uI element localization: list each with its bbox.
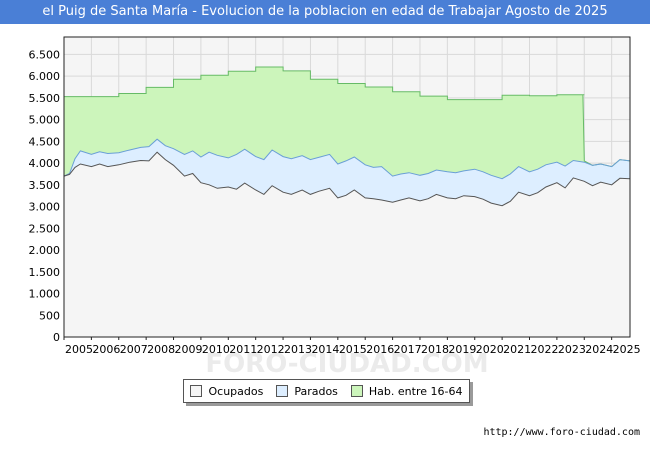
legend-swatch-ocupados — [190, 385, 203, 397]
y-tick-label: 2.500 — [29, 222, 61, 235]
watermark: FORO-CIUDAD.COM — [205, 349, 488, 379]
source-credit: http://www.foro-ciudad.com — [483, 427, 640, 438]
series-lines — [63, 66, 631, 207]
legend-item-parados: Parados — [276, 385, 338, 398]
legend-item-hab: Hab. entre 16-64 — [350, 384, 463, 398]
x-tick-label: 2020 — [476, 343, 504, 356]
x-tick-label: 2025 — [613, 343, 641, 356]
y-tick-label: 4.000 — [29, 157, 61, 170]
x-tick-label: 2012 — [257, 343, 285, 356]
x-tick-label: 2009 — [175, 343, 203, 356]
legend-label-parados: Parados — [294, 384, 338, 398]
legend-item-ocupados: Ocupados — [190, 385, 263, 398]
x-tick-label: 2008 — [147, 343, 175, 356]
x-tick-label: 2016 — [366, 343, 394, 356]
y-tick-label: 2.000 — [29, 244, 61, 257]
x-tick-label: 2022 — [531, 343, 559, 356]
plot-border — [63, 36, 631, 338]
y-tick-label: 5.500 — [29, 92, 61, 105]
x-tick-label: 2014 — [311, 343, 339, 356]
chart-title: el Puig de Santa María - Evolucion de la… — [0, 0, 650, 24]
x-tick-label: 2013 — [284, 343, 312, 356]
x-tick-label: 2018 — [421, 343, 449, 356]
x-tick-label: 2017 — [394, 343, 422, 356]
y-tick-label: 4.500 — [29, 135, 61, 148]
series-areas — [64, 67, 630, 337]
legend-label-ocupados: Ocupados — [208, 384, 264, 398]
legend-swatch-hab — [350, 385, 363, 397]
x-axis-ticks: 2005 2006 2007 2008 2009 2010 2011 2012 2013 2014… — [63, 337, 641, 356]
y-tick-label: 0 — [53, 331, 60, 344]
x-tick-label: 2024 — [585, 343, 613, 356]
y-tick-label: 3.500 — [29, 179, 61, 192]
x-tick-label: 2023 — [558, 343, 586, 356]
legend: Ocupados Parados Hab. entre 16-64 — [183, 379, 470, 403]
x-tick-label: 2006 — [92, 343, 120, 356]
line-hab-entre-16-64 — [64, 66, 631, 168]
x-tick-label: 2005 — [65, 343, 93, 356]
y-tick-label: 6.000 — [29, 70, 61, 83]
area-ocupados — [64, 152, 630, 337]
y-tick-label: 5.000 — [29, 114, 61, 127]
x-tick-label: 2021 — [503, 343, 531, 356]
y-tick-label: 6.500 — [29, 48, 61, 61]
y-tick-label: 500 — [39, 309, 60, 322]
x-tick-label: 2019 — [448, 343, 476, 356]
x-tick-label: 2011 — [229, 343, 257, 356]
y-axis-ticks: 0 500 1.000 1.500 2.000 2.500 3.000 3.500 4.000 4… — [29, 48, 61, 344]
legend-label-hab: Hab. entre 16-64 — [368, 384, 463, 398]
line-ocupados — [63, 151, 631, 207]
x-tick-label: 2010 — [202, 343, 230, 356]
y-tick-label: 1.500 — [29, 266, 61, 279]
y-tick-label: 1.000 — [29, 288, 61, 301]
line-parados — [63, 138, 631, 180]
legend-swatch-parados — [276, 385, 289, 397]
y-tick-label: 3.000 — [29, 201, 61, 214]
x-tick-label: 2007 — [120, 343, 148, 356]
x-tick-label: 2015 — [339, 343, 367, 356]
